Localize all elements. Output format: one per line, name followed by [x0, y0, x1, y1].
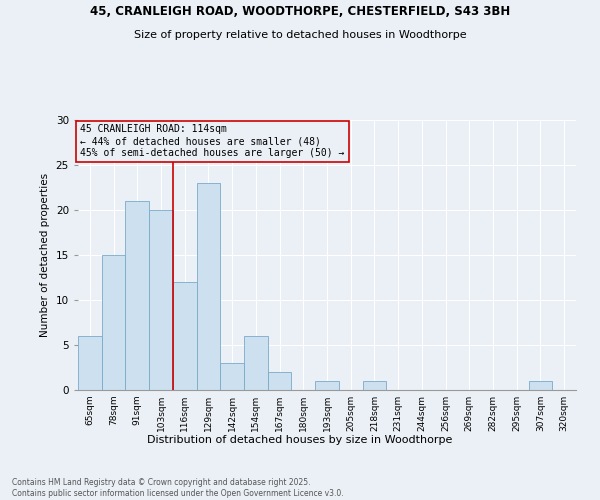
Bar	[149, 210, 173, 390]
Text: 45, CRANLEIGH ROAD, WOODTHORPE, CHESTERFIELD, S43 3BH: 45, CRANLEIGH ROAD, WOODTHORPE, CHESTERF…	[90, 5, 510, 18]
Bar	[102, 255, 125, 390]
Bar	[197, 183, 220, 390]
Bar	[173, 282, 197, 390]
Bar	[125, 201, 149, 390]
Bar	[529, 381, 552, 390]
Bar	[220, 363, 244, 390]
Bar	[244, 336, 268, 390]
Bar	[268, 372, 292, 390]
Text: 45 CRANLEIGH ROAD: 114sqm
← 44% of detached houses are smaller (48)
45% of semi-: 45 CRANLEIGH ROAD: 114sqm ← 44% of detac…	[80, 124, 345, 158]
Text: Distribution of detached houses by size in Woodthorpe: Distribution of detached houses by size …	[148, 435, 452, 445]
Bar	[315, 381, 339, 390]
Text: Size of property relative to detached houses in Woodthorpe: Size of property relative to detached ho…	[134, 30, 466, 40]
Bar	[78, 336, 102, 390]
Y-axis label: Number of detached properties: Number of detached properties	[40, 173, 50, 337]
Text: Contains HM Land Registry data © Crown copyright and database right 2025.
Contai: Contains HM Land Registry data © Crown c…	[12, 478, 344, 498]
Bar	[362, 381, 386, 390]
